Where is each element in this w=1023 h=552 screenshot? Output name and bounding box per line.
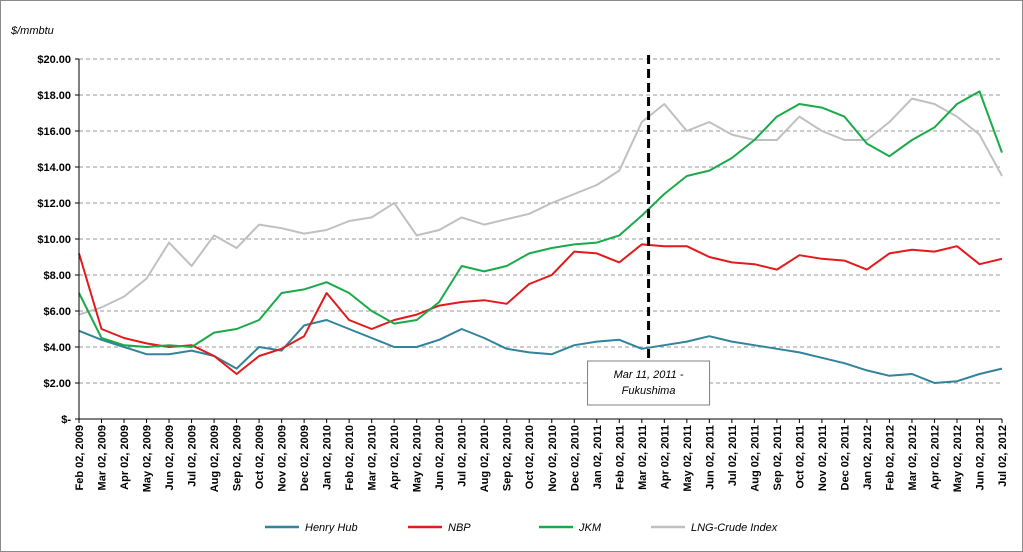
- x-tick-label: Sep 02, 2009: [232, 425, 244, 491]
- x-tick-label: Jan 02, 2011: [592, 425, 604, 489]
- y-tick-label: $4.00: [43, 342, 71, 354]
- x-tick-label: Feb 02, 2011: [614, 425, 626, 490]
- x-tick-label: Jun 02, 2011: [704, 425, 716, 490]
- y-tick-label: $8.00: [43, 270, 71, 282]
- x-tick-label: Mar 02, 2011: [637, 425, 649, 490]
- y-tick-label: $12.00: [37, 198, 71, 210]
- x-tick-label: Apr 02, 2012: [929, 425, 941, 490]
- unit-label: $/mmbtu: [10, 25, 54, 37]
- x-axis-ticks: Feb 02, 2009 Mar 02, 2009 Apr 02, 2009 May …: [74, 425, 1009, 492]
- y-tick-label: $20.00: [37, 54, 71, 66]
- series-line-lng-crude-index: [78, 97, 1003, 316]
- x-tick-label: Sep 02, 2011: [772, 425, 784, 490]
- legend-label: NBP: [448, 522, 471, 534]
- grid-lines: [79, 58, 1002, 384]
- x-tick-label: Jan 02, 2010: [322, 425, 334, 490]
- x-tick-label: Aug 02, 2011: [749, 425, 761, 492]
- x-tick-label: Aug 02, 2009: [209, 425, 221, 492]
- series-line-jkm: [78, 90, 1003, 348]
- legend-label: JKM: [578, 522, 602, 534]
- x-tick-label: Mar 02, 2009: [97, 425, 109, 490]
- y-tick-label: $14.00: [37, 162, 71, 174]
- x-tick-label: May 02, 2012: [952, 425, 964, 492]
- x-tick-label: Jul 02, 2012: [997, 425, 1009, 487]
- legend-label: LNG-Crude Index: [691, 522, 778, 534]
- fukushima-annotation: Mar 11, 2011 - Fukushima: [587, 55, 711, 406]
- x-tick-label: Feb 02, 2012: [884, 425, 896, 490]
- x-tick-label: Feb 02, 2010: [344, 425, 356, 490]
- x-tick-label: May 02, 2010: [412, 425, 424, 492]
- series-line-henry-hub: [78, 319, 1003, 384]
- y-tick-label: $16.00: [37, 126, 71, 138]
- x-tick-label: Jun 02, 2010: [434, 425, 446, 490]
- y-tick-label: $-: [61, 414, 71, 426]
- y-tick-label: $6.00: [43, 306, 71, 318]
- x-tick-label: Apr 02, 2010: [389, 425, 401, 490]
- x-tick-label: Jul 02, 2010: [457, 425, 469, 487]
- x-tick-label: Nov 02, 2011: [817, 425, 829, 491]
- x-tick-label: Mar 02, 2010: [367, 425, 379, 490]
- x-tick-label: Jun 02, 2012: [974, 425, 986, 490]
- y-tick-label: $2.00: [43, 378, 71, 390]
- x-tick-label: Nov 02, 2010: [547, 425, 559, 492]
- legend: Henry Hub NBP JKM LNG-Crude Index: [265, 522, 778, 534]
- x-tick-label: Oct 02, 2009: [254, 425, 266, 489]
- x-tick-label: Mar 02, 2012: [907, 425, 919, 490]
- x-tick-label: Jan 02, 2012: [862, 425, 874, 490]
- x-tick-label: May 02, 2011: [682, 425, 694, 492]
- x-tick-label: Apr 02, 2009: [119, 425, 131, 490]
- x-tick-label: Oct 02, 2011: [794, 425, 806, 489]
- x-tick-label: Jun 02, 2009: [164, 425, 176, 490]
- legend-label: Henry Hub: [305, 522, 358, 534]
- x-tick-label: Jul 02, 2009: [187, 425, 199, 487]
- annotation-text: Fukushima: [622, 385, 676, 397]
- annotation-text: Mar 11, 2011 -: [614, 369, 684, 381]
- x-tick-label: Dec 02, 2011: [839, 425, 851, 490]
- axes: [75, 58, 1003, 423]
- x-tick-label: Feb 02, 2009: [74, 425, 86, 490]
- x-tick-label: Dec 02, 2010: [569, 425, 581, 491]
- y-tick-label: $10.00: [37, 234, 71, 246]
- x-tick-label: May 02, 2009: [142, 425, 154, 492]
- x-tick-label: Aug 02, 2010: [479, 425, 491, 492]
- annotation-box: [587, 360, 711, 406]
- y-tick-label: $18.00: [37, 90, 71, 102]
- y-axis-ticks: $- $2.00 $4.00 $6.00 $8.00 $10.00 $12.00 $14.00…: [37, 54, 71, 426]
- x-tick-label: Dec 02, 2009: [299, 425, 311, 491]
- x-tick-label: Nov 02, 2009: [277, 425, 289, 492]
- x-tick-label: Apr 02, 2011: [659, 425, 671, 489]
- x-tick-label: Jul 02, 2011: [727, 425, 739, 486]
- series-line-nbp: [78, 243, 1003, 375]
- x-tick-label: Oct 02, 2010: [524, 425, 536, 489]
- x-tick-label: Sep 02, 2010: [502, 425, 514, 491]
- series-lines: [78, 90, 1003, 384]
